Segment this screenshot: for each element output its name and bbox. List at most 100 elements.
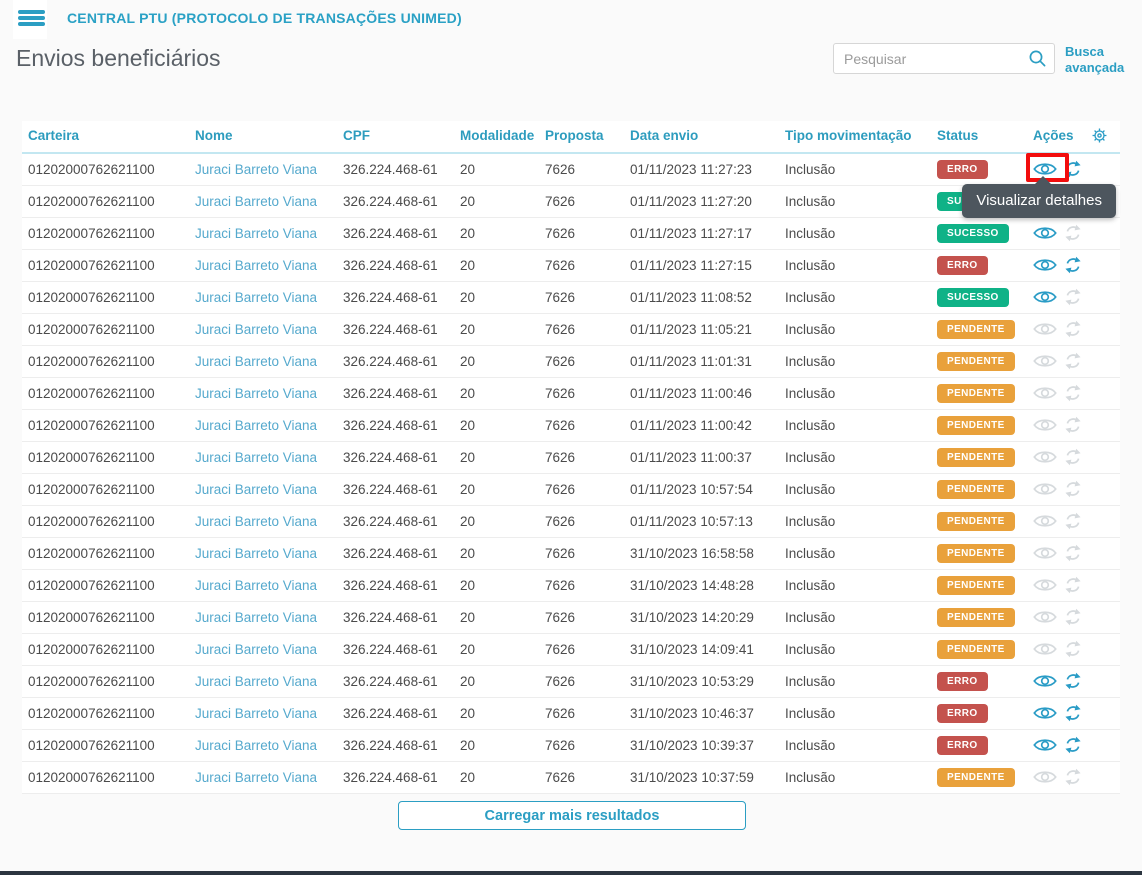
cell-acoes <box>1027 569 1120 601</box>
cell-status: PENDENTE <box>931 313 1027 345</box>
cell-data-envio: 01/11/2023 11:05:21 <box>624 313 779 345</box>
beneficiario-name-link[interactable]: Juraci Barreto Viana <box>195 290 317 305</box>
beneficiario-name-link[interactable]: Juraci Barreto Viana <box>195 610 317 625</box>
beneficiario-name-link[interactable]: Juraci Barreto Viana <box>195 226 317 241</box>
cell-status: PENDENTE <box>931 537 1027 569</box>
cell-proposta: 7626 <box>539 345 624 377</box>
cell-acoes <box>1027 601 1120 633</box>
app-title: CENTRAL PTU (PROTOCOLO DE TRANSAÇÕES UNI… <box>67 10 462 26</box>
cell-cpf: 326.224.468-61 <box>337 473 454 505</box>
refresh-icon[interactable] <box>1064 736 1082 754</box>
cell-cpf: 326.224.468-61 <box>337 249 454 281</box>
beneficiario-name-link[interactable]: Juraci Barreto Viana <box>195 482 317 497</box>
beneficiario-name-link[interactable]: Juraci Barreto Viana <box>195 322 317 337</box>
beneficiario-name-link[interactable]: Juraci Barreto Viana <box>195 418 317 433</box>
search-icon[interactable] <box>1028 49 1047 73</box>
beneficiario-name-link[interactable]: Juraci Barreto Viana <box>195 546 317 561</box>
eye-icon[interactable] <box>1033 161 1057 177</box>
table-row: 01202000762621100 Juraci Barreto Viana 3… <box>22 377 1120 409</box>
cell-cpf: 326.224.468-61 <box>337 441 454 473</box>
eye-icon <box>1033 481 1057 497</box>
cell-cpf: 326.224.468-61 <box>337 313 454 345</box>
cell-proposta: 7626 <box>539 441 624 473</box>
refresh-icon[interactable] <box>1064 160 1082 178</box>
cell-modalidade: 20 <box>454 441 539 473</box>
refresh-icon[interactable] <box>1064 672 1082 690</box>
load-more-button[interactable]: Carregar mais resultados <box>398 801 746 830</box>
cell-carteira: 01202000762621100 <box>22 377 189 409</box>
beneficiario-name-link[interactable]: Juraci Barreto Viana <box>195 674 317 689</box>
cell-data-envio: 01/11/2023 10:57:54 <box>624 473 779 505</box>
cell-modalidade: 20 <box>454 665 539 697</box>
table-row: 01202000762621100 Juraci Barreto Viana 3… <box>22 153 1120 185</box>
cell-tipo-movimentacao: Inclusão <box>779 313 931 345</box>
table-row: 01202000762621100 Juraci Barreto Viana 3… <box>22 665 1120 697</box>
cell-tipo-movimentacao: Inclusão <box>779 377 931 409</box>
beneficiario-name-link[interactable]: Juraci Barreto Viana <box>195 770 317 785</box>
refresh-icon <box>1064 384 1082 402</box>
cell-data-envio: 01/11/2023 11:00:42 <box>624 409 779 441</box>
cell-tipo-movimentacao: Inclusão <box>779 409 931 441</box>
cell-status: SUCESSO <box>931 217 1027 249</box>
beneficiario-name-link[interactable]: Juraci Barreto Viana <box>195 162 317 177</box>
advanced-search-link[interactable]: Busca avançada <box>1065 44 1127 76</box>
refresh-icon <box>1064 768 1082 786</box>
cell-cpf: 326.224.468-61 <box>337 153 454 185</box>
cell-tipo-movimentacao: Inclusão <box>779 281 931 313</box>
beneficiario-name-link[interactable]: Juraci Barreto Viana <box>195 194 317 209</box>
settings-gear-icon[interactable] <box>1091 127 1108 144</box>
eye-icon[interactable] <box>1033 673 1057 689</box>
cell-data-envio: 31/10/2023 10:46:37 <box>624 697 779 729</box>
envios-table: Carteira Nome CPF Modalidade Proposta Da… <box>22 121 1120 794</box>
eye-icon <box>1033 321 1057 337</box>
refresh-icon <box>1064 352 1082 370</box>
cell-carteira: 01202000762621100 <box>22 537 189 569</box>
cell-carteira: 01202000762621100 <box>22 697 189 729</box>
eye-icon[interactable] <box>1033 289 1057 305</box>
eye-icon[interactable] <box>1033 225 1057 241</box>
cell-proposta: 7626 <box>539 185 624 217</box>
cell-modalidade: 20 <box>454 569 539 601</box>
cell-modalidade: 20 <box>454 377 539 409</box>
eye-icon <box>1033 577 1057 593</box>
status-badge: SUCESSO <box>937 288 1009 307</box>
cell-data-envio: 31/10/2023 14:20:29 <box>624 601 779 633</box>
cell-carteira: 01202000762621100 <box>22 473 189 505</box>
status-badge: SUCESSO <box>937 224 1009 243</box>
cell-carteira: 01202000762621100 <box>22 505 189 537</box>
cell-proposta: 7626 <box>539 313 624 345</box>
page-title: Envios beneficiários <box>16 45 221 72</box>
cell-data-envio: 31/10/2023 14:48:28 <box>624 569 779 601</box>
cell-carteira: 01202000762621100 <box>22 633 189 665</box>
cell-data-envio: 31/10/2023 16:58:58 <box>624 537 779 569</box>
beneficiario-name-link[interactable]: Juraci Barreto Viana <box>195 386 317 401</box>
eye-icon[interactable] <box>1033 737 1057 753</box>
eye-icon[interactable] <box>1033 257 1057 273</box>
beneficiario-name-link[interactable]: Juraci Barreto Viana <box>195 706 317 721</box>
col-header-tipo-movimentacao: Tipo movimentação <box>779 121 931 153</box>
cell-tipo-movimentacao: Inclusão <box>779 569 931 601</box>
refresh-icon[interactable] <box>1064 704 1082 722</box>
cell-modalidade: 20 <box>454 153 539 185</box>
menu-icon[interactable] <box>18 7 45 29</box>
cell-carteira: 01202000762621100 <box>22 313 189 345</box>
cell-data-envio: 31/10/2023 10:53:29 <box>624 665 779 697</box>
beneficiario-name-link[interactable]: Juraci Barreto Viana <box>195 258 317 273</box>
refresh-icon <box>1064 448 1082 466</box>
search-input[interactable] <box>833 43 1055 74</box>
beneficiario-name-link[interactable]: Juraci Barreto Viana <box>195 578 317 593</box>
beneficiario-name-link[interactable]: Juraci Barreto Viana <box>195 642 317 657</box>
beneficiario-name-link[interactable]: Juraci Barreto Viana <box>195 450 317 465</box>
beneficiario-name-link[interactable]: Juraci Barreto Viana <box>195 738 317 753</box>
cell-acoes <box>1027 377 1120 409</box>
refresh-icon[interactable] <box>1064 256 1082 274</box>
cell-status: ERRO <box>931 729 1027 761</box>
beneficiario-name-link[interactable]: Juraci Barreto Viana <box>195 354 317 369</box>
cell-tipo-movimentacao: Inclusão <box>779 505 931 537</box>
beneficiario-name-link[interactable]: Juraci Barreto Viana <box>195 514 317 529</box>
eye-icon <box>1033 641 1057 657</box>
cell-proposta: 7626 <box>539 377 624 409</box>
cell-status: ERRO <box>931 249 1027 281</box>
eye-icon[interactable] <box>1033 705 1057 721</box>
refresh-icon <box>1064 608 1082 626</box>
